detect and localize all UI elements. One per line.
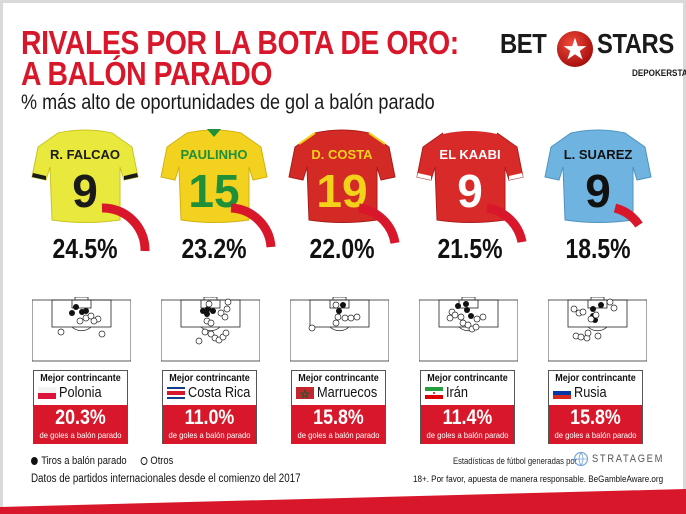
rival-country: Irán	[446, 384, 468, 401]
rival-country: Polonia	[59, 384, 102, 401]
player-percentage: 23.2%	[181, 233, 247, 264]
iran-flag-icon	[425, 387, 443, 399]
morocco-flag-icon	[296, 387, 314, 399]
rival-card-marruecos: Mejor contrincante Marruecos 15.8% de go…	[291, 370, 386, 444]
filled-circle-icon	[31, 457, 38, 465]
open-circle-icon	[140, 457, 148, 465]
rival-label: Mejor contrincante	[555, 373, 636, 384]
stratagem-globe-icon	[573, 451, 589, 467]
rival-label: Mejor contrincante	[427, 373, 508, 384]
svg-text:9: 9	[457, 165, 483, 217]
shot-map-falcao	[32, 297, 131, 362]
page-title: RIVALES POR LA BOTA DE ORO: A BALÓN PARA…	[21, 24, 459, 92]
player-card-falcao: R. FALCAO 9 24.5%	[20, 125, 150, 275]
player-percentage: 18.5%	[565, 233, 631, 264]
player-card-suarez: L. SUAREZ 9 18.5%	[533, 125, 663, 275]
rival-percentage: 15.8%	[313, 406, 364, 429]
legend: Tiros a balón parado Otros	[31, 455, 173, 467]
logo-stars-text: STARS	[597, 28, 674, 59]
stats-credit: Estadísticas de fútbol generadas por	[453, 456, 578, 466]
shot-map-costa	[290, 297, 389, 362]
player-card-paulinho: PAULINHO 15 23.2%	[149, 125, 279, 275]
svg-text:PAULINHO: PAULINHO	[181, 147, 248, 162]
rival-country: Rusia	[574, 384, 607, 401]
costa-rica-flag-icon	[167, 387, 185, 399]
player-percentage: 24.5%	[52, 233, 118, 264]
rival-stat-box: 15.8% de goles a balón parado	[549, 405, 642, 444]
gauge-arc	[230, 203, 276, 248]
player-percentage: 21.5%	[437, 233, 503, 264]
gauge-arc	[486, 203, 527, 244]
rival-percentage: 11.4%	[442, 406, 493, 429]
title-line-1: RIVALES POR LA BOTA DE ORO:	[21, 24, 459, 61]
responsible-gambling-note: 18+. Por favor, apuesta de manera respon…	[413, 474, 664, 485]
player-card-costa: D. COSTA 19 22.0%	[277, 125, 407, 275]
jersey-icon: R. FALCAO 9	[31, 129, 139, 223]
rival-stat-box: 15.8% de goles a balón parado	[292, 405, 385, 444]
stratagem-text: STRATAGEM	[592, 453, 665, 465]
logo-bet-text: BET	[500, 28, 547, 59]
rival-label: Mejor contrincante	[298, 373, 379, 384]
gauge-arc	[101, 203, 150, 252]
star-ball-icon	[556, 30, 594, 68]
svg-text:9: 9	[585, 165, 611, 217]
svg-text:D. COSTA: D. COSTA	[311, 147, 373, 162]
gauge-arc	[613, 203, 643, 228]
logo-subtext: DEPOKERSTARS	[632, 68, 686, 78]
rival-stat-box: 11.0% de goles a balón parado	[163, 405, 256, 444]
jersey-icon: L. SUAREZ 9	[544, 129, 652, 223]
rival-stat-box: 20.3% de goles a balón parado	[34, 405, 127, 444]
rival-caption: de goles a balón parado	[39, 430, 122, 440]
rival-country: Costa Rica	[188, 384, 251, 401]
russia-flag-icon	[553, 387, 571, 399]
player-percentage: 22.0%	[309, 233, 375, 264]
legend-filled-label: Tiros a balón parado	[41, 455, 127, 467]
rival-percentage: 20.3%	[55, 406, 106, 429]
svg-text:R. FALCAO: R. FALCAO	[50, 147, 120, 162]
rival-stat-box: 11.4% de goles a balón parado	[421, 405, 514, 444]
rival-caption: de goles a balón parado	[297, 430, 380, 440]
rival-card-costa-rica: Mejor contrincante Costa Rica 11.0% de g…	[162, 370, 257, 444]
rival-percentage: 15.8%	[570, 406, 621, 429]
svg-text:9: 9	[72, 165, 98, 217]
shot-map-suarez	[548, 297, 647, 362]
legend-open-label: Otros	[150, 455, 174, 467]
svg-text:EL KAABI: EL KAABI	[439, 147, 500, 162]
rival-percentage: 11.0%	[184, 406, 235, 429]
rival-caption: de goles a balón parado	[168, 430, 251, 440]
gauge-arc	[358, 203, 400, 244]
stratagem-logo: STRATAGEM	[573, 451, 677, 467]
rival-label: Mejor contrincante	[40, 373, 121, 384]
rival-label: Mejor contrincante	[169, 373, 250, 384]
player-card-kaabi: EL KAABI 9 21.5%	[405, 125, 535, 275]
title-line-2: A BALÓN PARADO	[21, 55, 272, 92]
shot-map-kaabi	[419, 297, 518, 362]
data-source-note: Datos de partidos internacionales desde …	[31, 473, 301, 485]
jersey-icon: EL KAABI 9	[416, 129, 524, 223]
subtitle: % más alto de oportunidades de gol a bal…	[21, 91, 435, 114]
svg-text:L. SUAREZ: L. SUAREZ	[564, 147, 633, 162]
rival-country: Marruecos	[317, 384, 378, 401]
rival-caption: de goles a balón parado	[554, 430, 637, 440]
poland-flag-icon	[38, 387, 56, 399]
jersey-icon: D. COSTA 19	[288, 129, 396, 223]
rival-card-rusia: Mejor contrincante Rusia 15.8% de goles …	[548, 370, 643, 444]
rival-card-iran: Mejor contrincante Irán 11.4% de goles a…	[420, 370, 515, 444]
rival-card-polonia: Mejor contrincante Polonia 20.3% de gole…	[33, 370, 128, 444]
rival-caption: de goles a balón parado	[426, 430, 509, 440]
betstars-logo: BET STARS DEPOKERSTARS	[500, 28, 686, 78]
shot-map-paulinho	[161, 297, 260, 362]
red-bottom-band	[0, 489, 686, 514]
